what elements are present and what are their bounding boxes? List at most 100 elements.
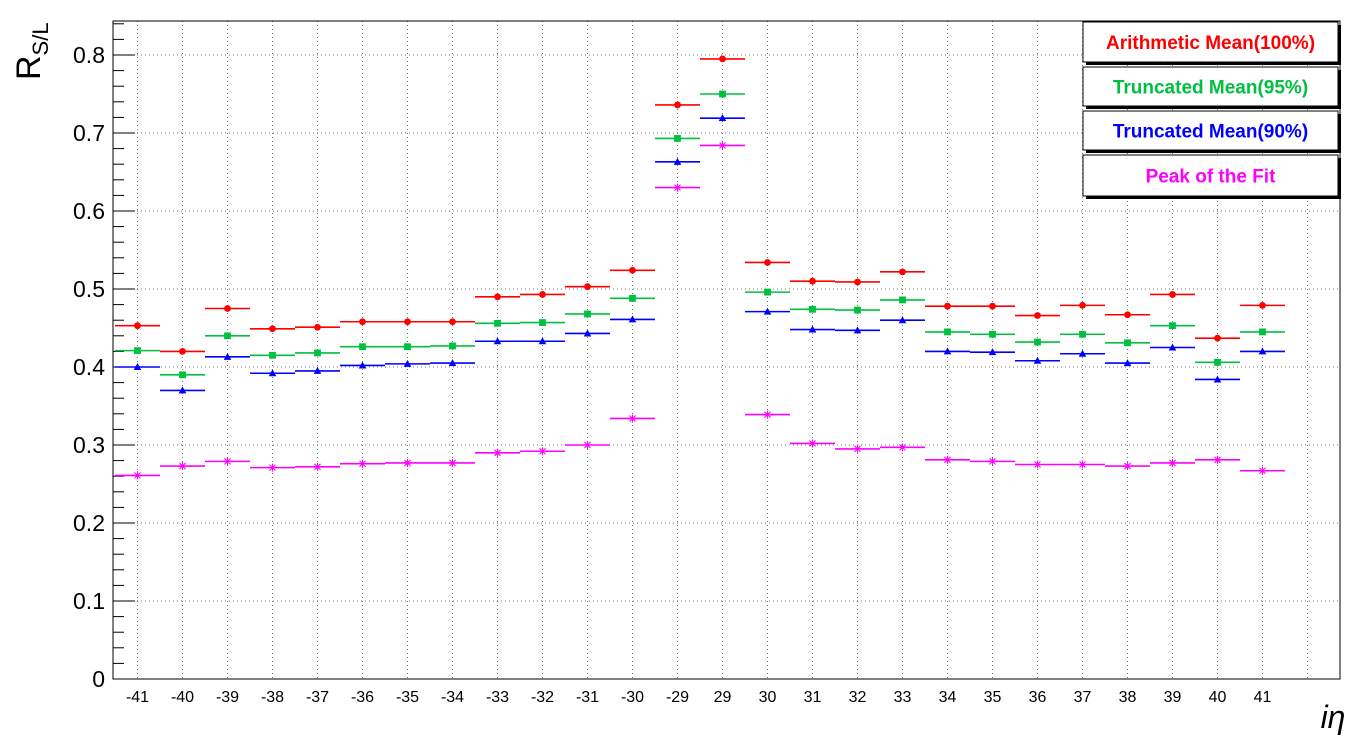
data-point — [1078, 349, 1087, 357]
plot-frame — [112, 20, 1341, 680]
data-point — [584, 283, 591, 291]
series — [115, 90, 1285, 379]
data-point — [404, 343, 411, 351]
legend-label: Truncated Mean(95%) — [1113, 78, 1308, 99]
data-point — [493, 448, 502, 457]
data-point — [674, 135, 681, 142]
data-point — [538, 337, 547, 345]
data-point — [944, 328, 951, 336]
y-tick-label: 0.5 — [73, 276, 105, 302]
data-point — [178, 386, 187, 394]
data-point — [314, 323, 321, 331]
legend-label: Peak of the Fit — [1146, 167, 1277, 188]
data-point — [673, 183, 682, 192]
data-point — [178, 462, 187, 471]
x-tick-label: -34 — [441, 689, 464, 706]
data-point — [358, 459, 367, 468]
x-tick-label: -30 — [621, 689, 644, 706]
x-tick-label: 29 — [714, 689, 732, 706]
data-point — [1123, 462, 1132, 471]
y-tick-label: 0.2 — [73, 510, 105, 536]
data-point — [538, 447, 547, 456]
legend-box — [1082, 21, 1339, 63]
legend-label: Truncated Mean(90%) — [1113, 122, 1308, 143]
data-point — [448, 359, 457, 367]
data-marks — [115, 55, 1285, 480]
data-point — [493, 337, 502, 345]
grid — [113, 21, 1340, 679]
data-point — [313, 366, 322, 374]
data-point — [1078, 460, 1087, 469]
data-point — [224, 332, 231, 340]
data-point — [628, 315, 637, 323]
data-point — [988, 457, 997, 466]
data-point — [718, 114, 727, 122]
data-point — [1124, 311, 1131, 319]
data-point — [989, 330, 996, 338]
data-point — [1168, 458, 1177, 467]
data-point — [853, 444, 862, 453]
data-point — [1213, 455, 1222, 464]
data-point — [898, 316, 907, 324]
data-point — [224, 305, 231, 312]
data-point — [1079, 330, 1086, 338]
data-point — [944, 302, 951, 310]
data-point — [764, 288, 771, 296]
data-point — [134, 347, 141, 355]
y-axis-label: RS/L — [10, 22, 53, 80]
data-point — [314, 349, 321, 357]
y-axis-label-main: R — [10, 55, 48, 80]
data-point — [628, 414, 637, 423]
data-point — [1169, 291, 1176, 298]
data-point — [269, 351, 276, 359]
y-axis-label-sub: S/L — [28, 22, 53, 55]
data-point — [448, 458, 457, 467]
x-tick-label: 41 — [1254, 689, 1272, 706]
data-point — [899, 296, 906, 304]
x-tick-label: 30 — [759, 689, 777, 706]
data-point — [583, 329, 592, 337]
y-tick-label: 0.6 — [73, 198, 105, 224]
series — [115, 141, 1285, 480]
x-tick-label: 33 — [894, 689, 912, 706]
legend-label: Arithmetic Mean(100%) — [1106, 33, 1315, 54]
x-tick-label: -35 — [396, 689, 419, 706]
data-point — [179, 348, 186, 355]
data-point — [1213, 375, 1222, 383]
data-point — [1258, 466, 1267, 475]
data-point — [494, 319, 501, 327]
data-point — [1214, 358, 1221, 366]
legend-box — [1082, 66, 1339, 107]
data-point — [808, 325, 817, 333]
data-point — [1033, 460, 1042, 469]
x-tick-label: 37 — [1074, 689, 1092, 706]
x-tick-label: -37 — [306, 689, 329, 706]
data-point — [989, 302, 996, 310]
data-point — [133, 363, 142, 370]
data-point — [809, 305, 816, 313]
data-point — [539, 291, 546, 298]
data-point — [1259, 301, 1266, 309]
x-tick-label: -31 — [576, 689, 599, 706]
data-point — [1259, 328, 1266, 336]
data-point — [449, 318, 456, 326]
y-tick-label: 0.3 — [73, 432, 105, 458]
x-tick-label: 40 — [1209, 689, 1227, 706]
y-tick-label: 0.8 — [73, 42, 105, 68]
legend-box — [1082, 154, 1339, 197]
x-tick-label: 39 — [1164, 689, 1182, 706]
legend-entry: Peak of the Fit — [1082, 154, 1341, 199]
legend: Arithmetic Mean(100%) Truncated Mean(95%)… — [1082, 21, 1341, 199]
data-point — [223, 457, 232, 466]
y-axis: 0 0.1 0.2 0.3 0.4 0.5 0.6 0.7 0.8 — [73, 23, 135, 692]
data-point — [854, 278, 861, 286]
data-point — [223, 352, 232, 360]
x-tick-label: 32 — [849, 689, 867, 706]
data-point — [899, 268, 906, 276]
data-point — [809, 277, 816, 285]
y-tick-label: 0.7 — [73, 120, 105, 146]
data-point — [583, 441, 592, 449]
data-point — [1034, 338, 1041, 346]
data-point — [494, 293, 501, 301]
data-point — [719, 90, 726, 98]
